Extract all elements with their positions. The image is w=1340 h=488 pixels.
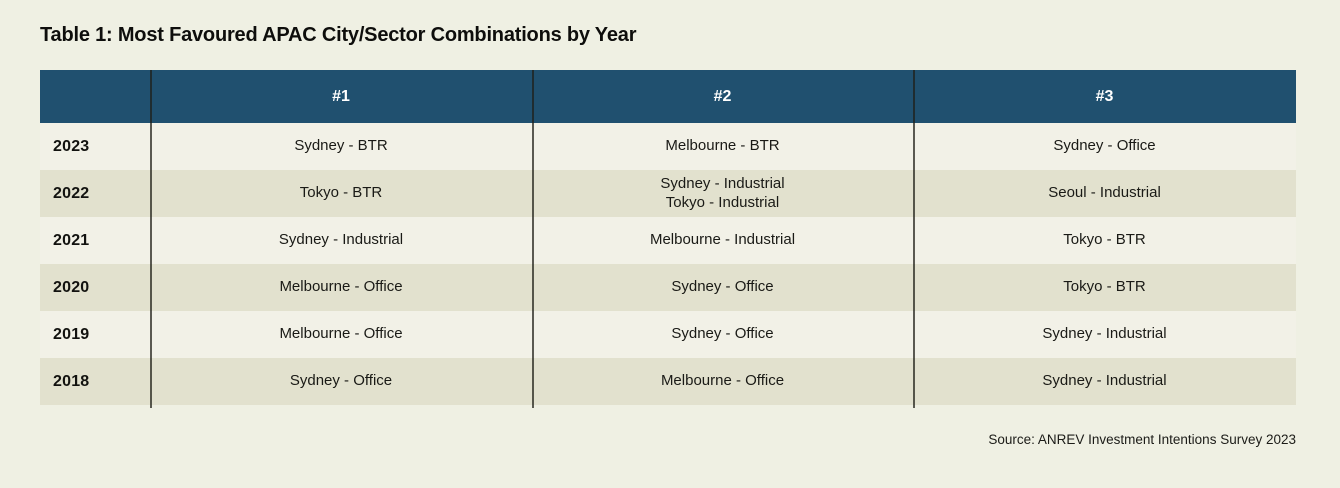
rank1-cell: Sydney - Office bbox=[289, 372, 393, 390]
header-cell-rank-3: #3 bbox=[1095, 87, 1114, 105]
table-row-2020: 2020 Melbourne - Office Sydney - Office … bbox=[40, 264, 1296, 311]
year-cell: 2020 bbox=[53, 278, 90, 296]
header-cell-rank-2: #2 bbox=[713, 87, 732, 105]
rank2-cell: Sydney - Office bbox=[671, 325, 774, 343]
year-cell: 2019 bbox=[53, 325, 90, 343]
table-row-2019: 2019 Melbourne - Office Sydney - Office … bbox=[40, 311, 1296, 358]
rank2-cell: Melbourne - Office bbox=[660, 372, 785, 390]
favoured-combinations-table: #1 #2 #3 2023 Sydney - BTR Melbourne - B… bbox=[40, 70, 1296, 408]
rank2-cell: Sydney - Industrial Tokyo - Industrial bbox=[660, 175, 785, 211]
rank3-cell: Tokyo - BTR bbox=[1063, 231, 1146, 249]
rank3-cell: Seoul - Industrial bbox=[1048, 184, 1161, 202]
year-cell: 2021 bbox=[53, 231, 90, 249]
rank3-cell: Sydney - Office bbox=[1053, 137, 1156, 155]
rank1-cell: Melbourne - Office bbox=[279, 325, 403, 343]
rank3-cell: Tokyo - BTR bbox=[1063, 278, 1146, 296]
rank1-cell: Sydney - Industrial bbox=[278, 231, 404, 249]
table-row-2021: 2021 Sydney - Industrial Melbourne - Ind… bbox=[40, 217, 1296, 264]
source-note: Source: ANREV Investment Intentions Surv… bbox=[988, 432, 1296, 447]
rank2-cell: Sydney - Office bbox=[671, 278, 774, 296]
table-title: Table 1: Most Favoured APAC City/Sector … bbox=[40, 24, 637, 46]
table-row-2022: 2022 Tokyo - BTR Sydney - Industrial Tok… bbox=[40, 170, 1296, 217]
rank2-cell: Melbourne - BTR bbox=[665, 137, 780, 155]
rank2-cell: Melbourne - Industrial bbox=[649, 231, 796, 249]
header-cell-rank-1: #1 bbox=[332, 87, 350, 105]
header-cell-year bbox=[40, 70, 150, 123]
year-cell: 2018 bbox=[53, 372, 90, 390]
rank1-cell: Sydney - BTR bbox=[294, 137, 388, 155]
table-header-row: #1 #2 #3 bbox=[40, 70, 1296, 123]
year-cell: 2023 bbox=[53, 137, 90, 155]
rank1-cell: Tokyo - BTR bbox=[299, 184, 383, 202]
year-cell: 2022 bbox=[53, 184, 90, 202]
rank3-cell: Sydney - Industrial bbox=[1042, 372, 1167, 390]
rank1-cell: Melbourne - Office bbox=[279, 278, 403, 296]
table-row-2023: 2023 Sydney - BTR Melbourne - BTR Sydney… bbox=[40, 123, 1296, 170]
rank3-cell: Sydney - Industrial bbox=[1042, 325, 1167, 343]
table-row-2018: 2018 Sydney - Office Melbourne - Office … bbox=[40, 358, 1296, 405]
